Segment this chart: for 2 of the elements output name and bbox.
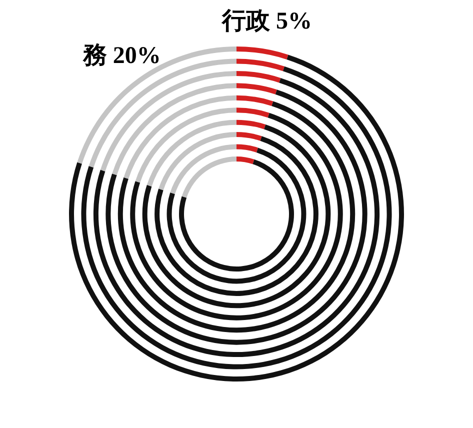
category-label: 務 20%: [82, 43, 161, 70]
category-label: 行政 5%: [222, 8, 312, 34]
